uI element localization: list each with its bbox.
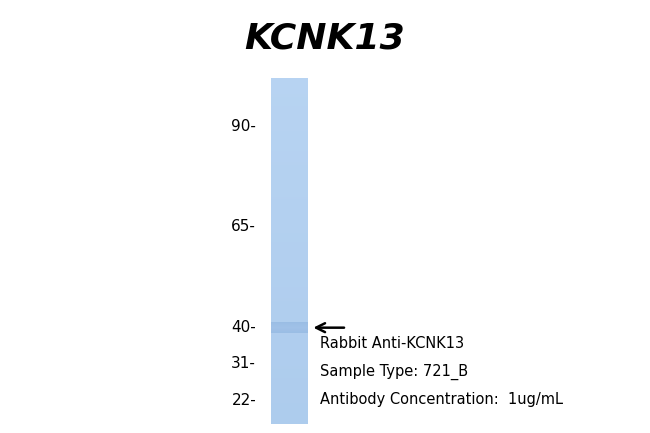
Text: Rabbit Anti-KCNK13: Rabbit Anti-KCNK13: [320, 336, 463, 351]
Text: 40-: 40-: [231, 320, 256, 335]
Text: KCNK13: KCNK13: [244, 22, 406, 56]
Text: 31-: 31-: [231, 356, 256, 372]
Text: 65-: 65-: [231, 220, 256, 235]
Text: 22-: 22-: [231, 393, 256, 408]
Text: Sample Type: 721_B: Sample Type: 721_B: [320, 364, 468, 380]
Text: Antibody Concentration:  1ug/mL: Antibody Concentration: 1ug/mL: [320, 392, 563, 407]
Text: 90-: 90-: [231, 119, 256, 134]
